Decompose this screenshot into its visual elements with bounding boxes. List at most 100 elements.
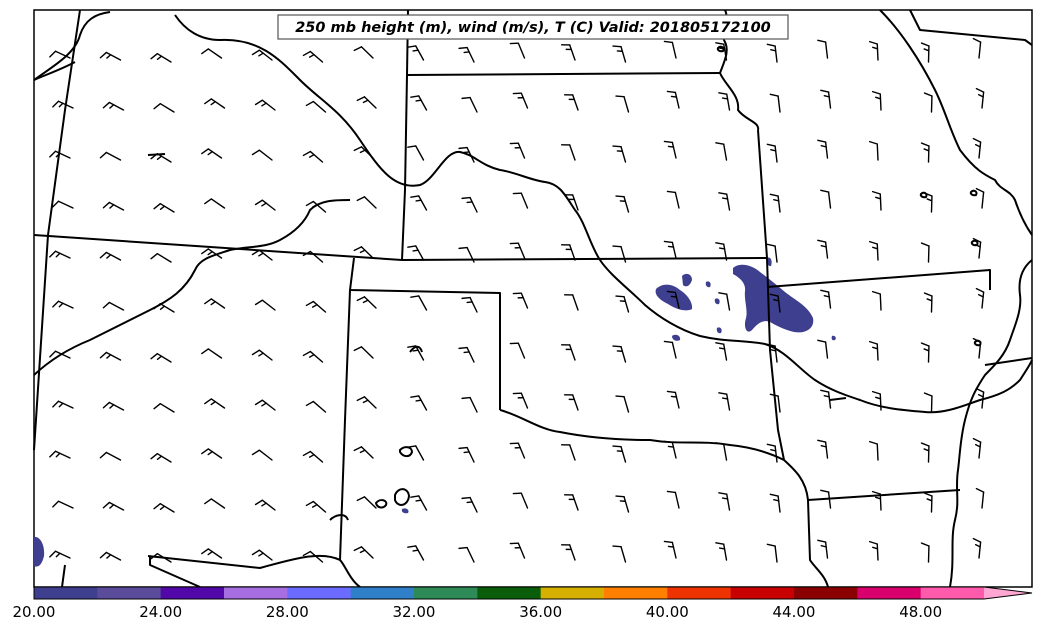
wind-barb <box>458 146 475 163</box>
wind-barb <box>718 292 731 311</box>
colorbar-tick-label: 48.00 <box>899 603 942 621</box>
wind-barb <box>407 145 425 161</box>
wind-barb <box>923 392 933 413</box>
colorbar-swatch <box>97 587 162 599</box>
wind-barb <box>769 293 781 313</box>
wind-barb <box>766 43 778 63</box>
wind-barb <box>666 490 680 509</box>
wind-barb <box>560 444 576 461</box>
wind-barb <box>509 242 526 259</box>
wind-barb <box>663 340 677 359</box>
wind-barb <box>99 251 122 261</box>
wind-barb <box>153 302 175 313</box>
wind-barb <box>150 452 172 463</box>
wind-barb <box>612 245 627 263</box>
colorbar-extend-arrow <box>984 587 1032 599</box>
temp-shade-dot-2 <box>672 334 681 341</box>
wind-barb <box>302 50 324 63</box>
wind-barb <box>353 546 374 559</box>
wind-barb <box>512 492 529 509</box>
boundary-iowa-east <box>909 9 1033 46</box>
boundary-nebraska-west <box>401 74 408 261</box>
wind-barb <box>920 142 930 163</box>
wind-barb <box>204 498 226 509</box>
wind-barb <box>512 192 529 209</box>
height-contour-ring-2 <box>394 488 411 506</box>
wind-barb <box>254 99 276 111</box>
wind-barb <box>353 246 374 259</box>
wind-barb <box>769 493 781 513</box>
wind-barb <box>972 137 982 159</box>
wind-barb <box>150 252 172 263</box>
wind-barb <box>871 490 882 511</box>
wind-barb <box>920 242 930 263</box>
boundary-colorado-east <box>349 257 501 410</box>
wind-barb <box>868 240 879 261</box>
wind-barb <box>663 440 677 459</box>
wind-barb <box>49 550 71 559</box>
wind-barb <box>923 492 933 513</box>
wind-barb <box>153 402 175 413</box>
wind-barb <box>817 439 829 459</box>
wind-barb <box>150 152 172 163</box>
wind-barb <box>461 296 478 313</box>
colorbar-swatch <box>224 587 288 599</box>
wind-barb <box>871 290 882 311</box>
wind-barb <box>563 94 579 111</box>
wind-barb <box>975 487 985 509</box>
temp-shade-dot-3 <box>716 327 722 334</box>
wind-barb <box>204 298 226 309</box>
wind-barb <box>461 396 478 413</box>
wind-barb <box>718 492 731 511</box>
wind-barb <box>975 287 985 309</box>
wind-barb <box>458 546 475 563</box>
wind-barb <box>150 552 172 563</box>
wind-barb <box>49 350 71 359</box>
wind-barb <box>407 545 425 561</box>
temp-shade-dot-6 <box>401 508 409 514</box>
wind-barb <box>920 342 930 363</box>
temp-shade-dot-4 <box>714 298 720 305</box>
colorbar-tick-label: 40.00 <box>646 603 689 621</box>
wind-barb <box>560 244 576 261</box>
wind-barb <box>201 148 223 159</box>
wind-barb <box>458 46 475 63</box>
boundary-oklahoma-east <box>783 459 809 501</box>
wind-barb <box>820 489 832 509</box>
colorbar-tick-label: 24.00 <box>139 603 182 621</box>
colorbar-swatch <box>160 587 225 599</box>
boundary-new-mexico-east <box>339 289 351 561</box>
wind-barb <box>820 89 832 109</box>
wind-barb <box>615 295 630 313</box>
wind-barb <box>509 342 526 359</box>
wind-barb <box>353 446 374 459</box>
wind-barb <box>563 494 579 511</box>
wind-barb <box>305 400 327 413</box>
wind-barb <box>615 395 630 413</box>
wind-barb <box>302 450 324 463</box>
wind-barb <box>204 198 226 209</box>
wind-barb <box>251 149 273 161</box>
wind-barb <box>612 445 627 463</box>
wind-barb <box>560 344 576 361</box>
boundary-arkansas-north <box>766 269 991 290</box>
wind-barb <box>102 401 125 411</box>
wind-barb <box>102 201 125 211</box>
wind-barb <box>766 443 778 463</box>
colorbar-tick-label: 36.00 <box>519 603 562 621</box>
wind-barb <box>251 449 273 461</box>
height-contour-short-2 <box>409 345 423 353</box>
wind-barb <box>871 90 882 111</box>
wind-barb <box>49 250 71 259</box>
wind-barb <box>102 501 125 511</box>
wind-barb <box>512 92 529 109</box>
colorbar-swatch <box>667 587 732 599</box>
wind-barb <box>615 195 630 213</box>
height-contour-ring-4 <box>716 45 725 53</box>
wind-barb <box>715 142 728 161</box>
wind-barb <box>512 292 529 309</box>
wind-barb <box>99 51 122 61</box>
wind-barb <box>923 192 933 213</box>
colorbar-swatch <box>287 587 352 599</box>
wind-barb <box>612 145 627 163</box>
